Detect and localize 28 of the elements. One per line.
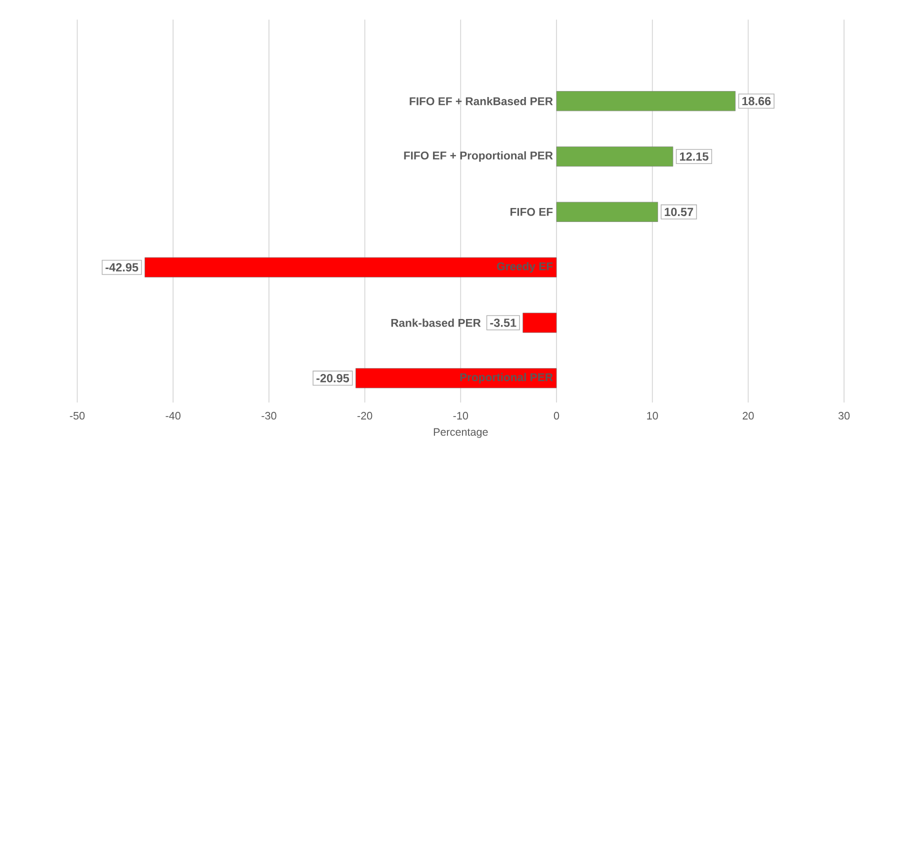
x-tick-label: 20 [742,412,754,420]
bar [556,146,674,167]
y-tick-label: FIFO EF + RankBased PER [410,96,553,106]
y-tick-label: Rank-based PER [391,318,481,327]
data-label: -3.51 [490,318,516,327]
data-label: 18.66 [742,96,771,106]
bar [556,91,736,112]
y-tick-label: Greedy EF [497,262,553,273]
data-label: -20.95 [316,374,350,382]
bar [556,202,658,222]
bar [355,368,557,388]
x-tick-label: -30 [262,412,276,420]
data-label: 10.57 [664,208,694,216]
x-tick-label: 10 [647,412,658,420]
x-tick-label: 0 [554,412,560,420]
data-label: 12.15 [680,152,708,161]
x-tick-label: -20 [357,412,372,420]
y-tick-label: FIFO EF + Proportional PER [404,151,553,162]
x-tick-label: -10 [453,412,468,420]
x-tick-label: -40 [166,412,180,420]
bar [144,257,557,278]
x-axis-title: Percentage [434,428,488,438]
x-tick-label: -50 [70,412,85,420]
y-tick-label: Proportional PER [460,372,553,384]
y-tick-label: FIFO EF [510,208,553,216]
x-tick-label: 30 [838,412,850,420]
bar [522,312,557,333]
data-label: -42.95 [106,263,138,272]
